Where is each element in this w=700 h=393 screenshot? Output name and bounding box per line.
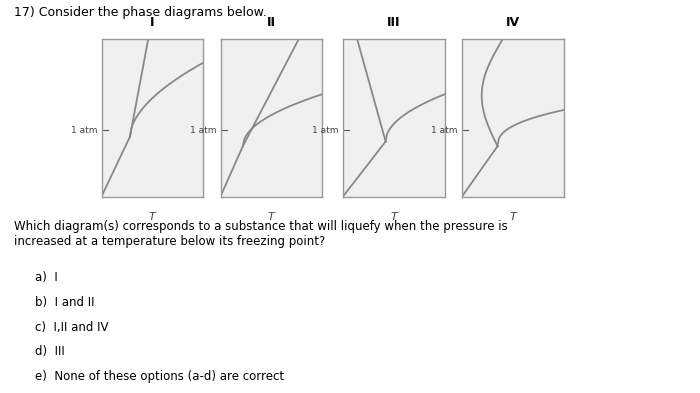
Text: T: T — [510, 212, 516, 222]
Text: e)  None of these options (a-d) are correct: e) None of these options (a-d) are corre… — [35, 370, 284, 383]
Text: 1 atm: 1 atm — [190, 126, 216, 135]
Text: III: III — [387, 17, 400, 29]
Text: 17) Consider the phase diagrams below.: 17) Consider the phase diagrams below. — [14, 6, 267, 19]
Text: b)  I and II: b) I and II — [35, 296, 94, 309]
Text: 1 atm: 1 atm — [71, 126, 97, 135]
Text: c)  I,II and IV: c) I,II and IV — [35, 321, 108, 334]
Text: Which diagram(s) corresponds to a substance that will liquefy when the pressure : Which diagram(s) corresponds to a substa… — [14, 220, 508, 248]
Text: T: T — [149, 212, 155, 222]
Text: 1 atm: 1 atm — [431, 126, 458, 135]
Text: a)  I: a) I — [35, 271, 57, 284]
Text: T: T — [268, 212, 274, 222]
Text: 1 atm: 1 atm — [312, 126, 339, 135]
Text: I: I — [150, 17, 155, 29]
Text: IV: IV — [505, 17, 520, 29]
Text: d)  III: d) III — [35, 345, 64, 358]
Text: II: II — [267, 17, 276, 29]
Text: T: T — [391, 212, 397, 222]
